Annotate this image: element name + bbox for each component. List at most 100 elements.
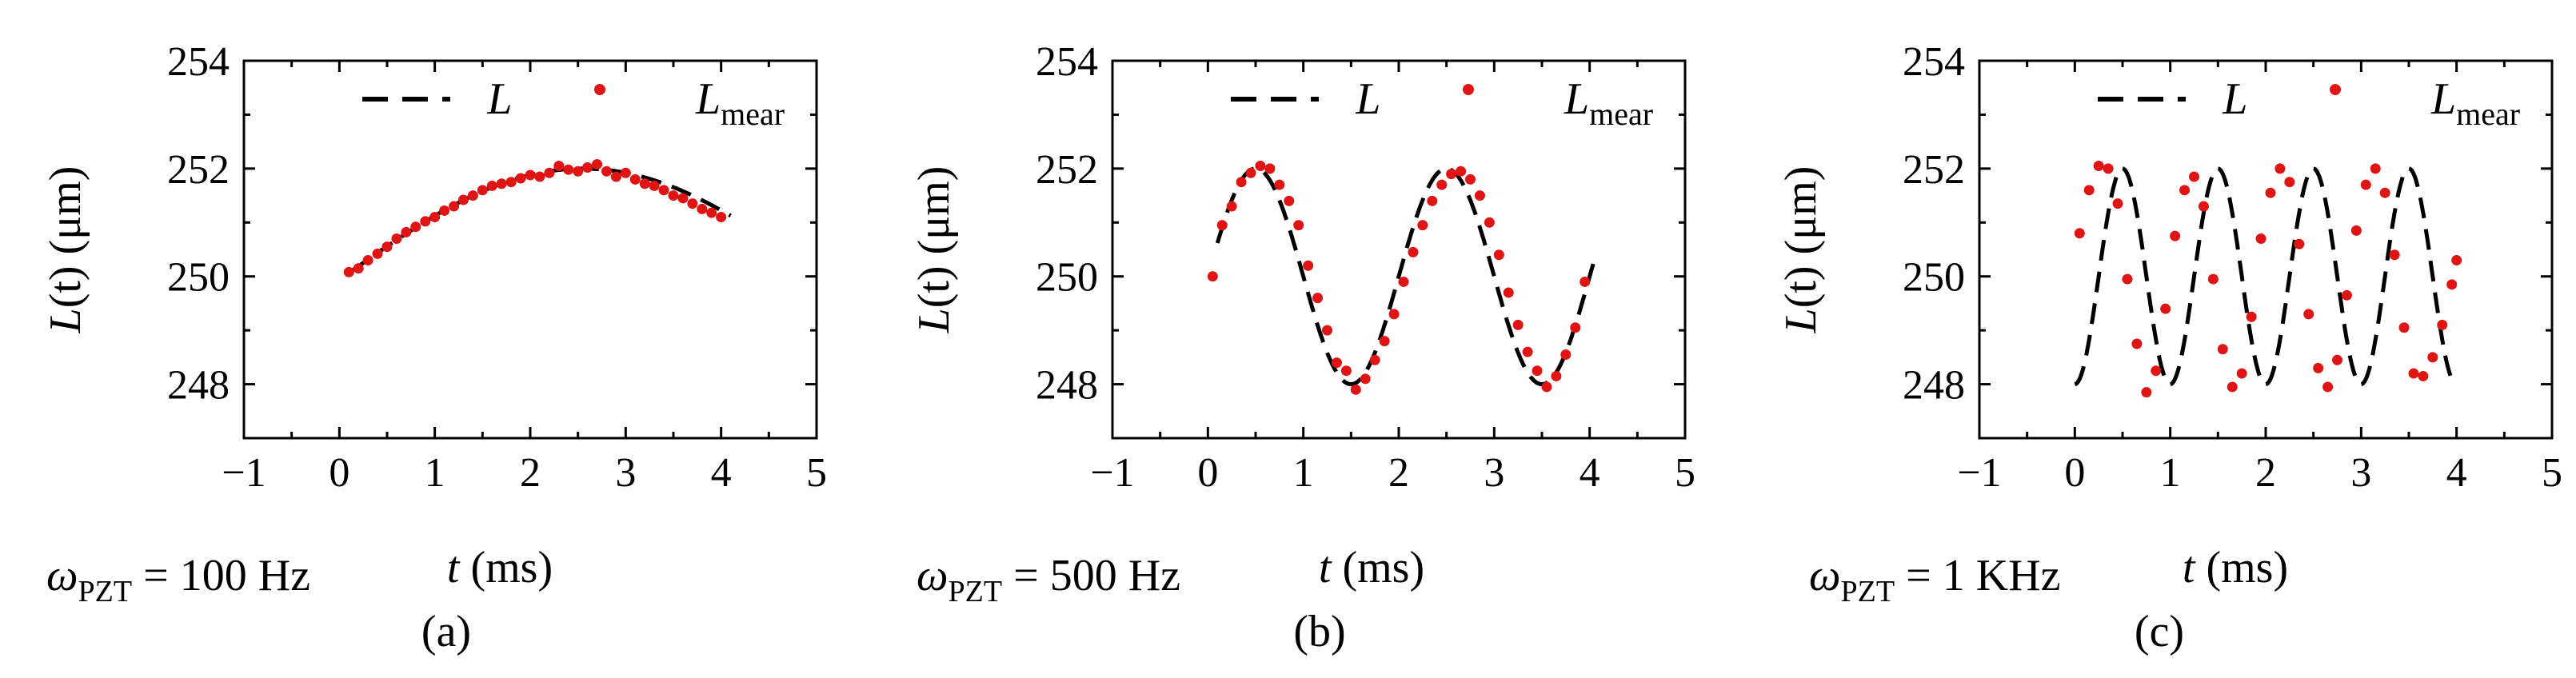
data-point-L-mear: [1255, 160, 1266, 171]
frequency-subscript: PZT: [949, 575, 1003, 608]
data-point-L-mear: [1560, 349, 1572, 360]
y-tick-label: 254: [1903, 39, 1965, 85]
x-tick-label: 1: [2160, 450, 2181, 496]
data-point-L-mear: [420, 216, 431, 227]
x-tick-label: 5: [1675, 450, 1695, 496]
data-point-L-mear: [553, 160, 565, 171]
data-point-L-mear: [610, 171, 621, 182]
x-tick-label: −1: [1957, 450, 2001, 496]
y-axis-label-unit: (t) (μm): [41, 166, 90, 309]
x-axis-label-var: t: [1319, 543, 1332, 592]
data-point-L-mear: [1417, 220, 1428, 231]
data-point-L-mear: [2294, 238, 2305, 249]
data-point-L-mear: [1532, 365, 1543, 377]
data-point-L-mear: [1388, 309, 1400, 320]
y-axis-label: L(t) (μm): [1776, 166, 1826, 334]
data-point-L-mear: [1580, 276, 1591, 287]
x-axis-label: t (ms): [447, 543, 553, 592]
data-point-L-mear: [1379, 336, 1390, 347]
data-point-L-mear: [477, 185, 488, 196]
y-tick-label: 248: [1903, 363, 1965, 409]
data-point-L-mear: [1369, 354, 1380, 365]
y-axis-label-var: L: [909, 308, 959, 333]
series-L-line: [2074, 166, 2458, 387]
data-point-L-mear: [2313, 362, 2324, 373]
frequency-symbol: ω: [46, 551, 78, 600]
data-point-L-mear: [2236, 368, 2247, 379]
data-point-L-mear: [1245, 167, 1256, 178]
frequency-symbol: ω: [1809, 551, 1841, 600]
data-point-L-mear: [716, 212, 727, 223]
x-tick-label: 0: [1197, 450, 1218, 496]
data-point-L-mear: [1570, 322, 1581, 333]
y-axis-label-var: L: [1776, 308, 1826, 333]
x-tick-label: 1: [425, 450, 445, 496]
data-point-L-mear: [1360, 373, 1371, 385]
data-point-L-mear: [2437, 319, 2448, 330]
data-point-L-mear: [1541, 381, 1552, 393]
data-point-L-mear: [429, 212, 441, 223]
x-axis-label-unit: (ms): [459, 543, 553, 592]
data-point-L-mear: [2112, 198, 2123, 209]
data-point-L-mear: [381, 241, 393, 253]
x-tick-label: −1: [222, 450, 266, 496]
data-point-L-mear: [1284, 195, 1295, 206]
panel-label: (a): [421, 607, 471, 656]
data-point-L-mear: [2151, 365, 2162, 377]
data-point-L-mear: [1303, 260, 1314, 271]
data-point-L-mear: [573, 166, 584, 177]
data-point-L-mear: [2103, 163, 2114, 174]
y-axis-label: L(t) (μm): [41, 166, 90, 334]
data-point-L-mear: [1512, 319, 1524, 330]
y-tick-label: 250: [1036, 255, 1098, 301]
legend-label-L-mear: Lmear: [1564, 74, 1653, 132]
data-point-L-mear: [2179, 185, 2191, 196]
data-point-L-mear: [1446, 169, 1457, 180]
data-point-L-mear: [2284, 177, 2295, 188]
data-point-L-mear: [1236, 177, 1247, 188]
data-point-L-mear: [668, 190, 679, 201]
data-point-L-mear: [629, 173, 641, 185]
data-point-L-mear: [410, 221, 421, 233]
data-point-L-mear: [1436, 179, 1448, 190]
legend-label-subscript: mear: [721, 96, 785, 132]
series-L-line: [1215, 166, 1597, 387]
y-axis-label-unit: (t) (μm): [1776, 166, 1826, 309]
data-point-L-mear: [601, 166, 612, 177]
data-point-L-mear: [697, 203, 708, 214]
x-tick-label: 5: [2542, 450, 2562, 496]
data-point-L-mear: [505, 177, 517, 188]
x-axis-label-unit: (ms): [2195, 543, 2288, 592]
frequency-subscript: PZT: [1841, 575, 1895, 608]
data-point-L-mear: [2389, 249, 2400, 261]
data-point-L-mear: [525, 170, 536, 181]
data-point-L-mear: [401, 226, 412, 237]
data-point-L-mear: [1340, 365, 1352, 377]
x-axis-label-var: t: [447, 543, 461, 592]
panel-label: (c): [2135, 607, 2184, 656]
legend-label-L-mear: Lmear: [695, 74, 785, 132]
x-tick-label: 3: [615, 450, 636, 496]
data-point-L-mear: [2207, 273, 2219, 285]
data-point-L-mear: [1493, 249, 1504, 261]
legend-marker-swatch: [594, 84, 605, 95]
legend-marker-swatch: [2330, 84, 2341, 95]
legend-label-var: L: [1564, 74, 1589, 124]
data-point-L-mear: [2341, 289, 2352, 301]
data-point-L-mear: [1331, 357, 1342, 369]
legend-label-subscript: mear: [2456, 96, 2520, 132]
x-tick-label: 3: [1484, 450, 1504, 496]
data-point-L-mear: [1522, 346, 1533, 357]
data-point-L-mear: [1293, 220, 1304, 231]
x-tick-label: −1: [1090, 450, 1134, 496]
data-point-L-mear: [2217, 344, 2228, 355]
data-point-L-mear: [1350, 384, 1361, 395]
data-point-L-mear: [2274, 163, 2286, 174]
frequency-value: = 500 Hz: [1002, 551, 1180, 600]
legend-label-var: L: [695, 74, 721, 124]
data-point-L-mear: [2427, 352, 2438, 363]
data-point-L-mear: [2083, 185, 2095, 196]
panel-label: (b): [1293, 607, 1345, 656]
